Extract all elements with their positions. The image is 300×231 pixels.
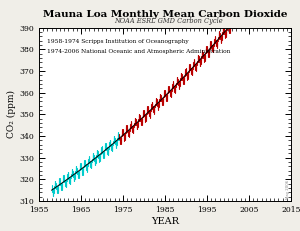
Text: May 2006: May 2006 — [286, 180, 290, 199]
Title: Mauna Loa Monthly Mean Carbon Dioxide: Mauna Loa Monthly Mean Carbon Dioxide — [43, 10, 287, 19]
Text: 1974-2006 National Oceanic and Atmospheric Administration: 1974-2006 National Oceanic and Atmospher… — [46, 49, 230, 54]
Text: 1958-1974 Scripps Institution of Oceanography: 1958-1974 Scripps Institution of Oceanog… — [46, 39, 188, 44]
Text: NOAA ESRL GMD Carbon Cycle: NOAA ESRL GMD Carbon Cycle — [114, 17, 222, 25]
X-axis label: YEAR: YEAR — [151, 217, 179, 226]
Y-axis label: CO₂ (ppm): CO₂ (ppm) — [8, 90, 16, 138]
